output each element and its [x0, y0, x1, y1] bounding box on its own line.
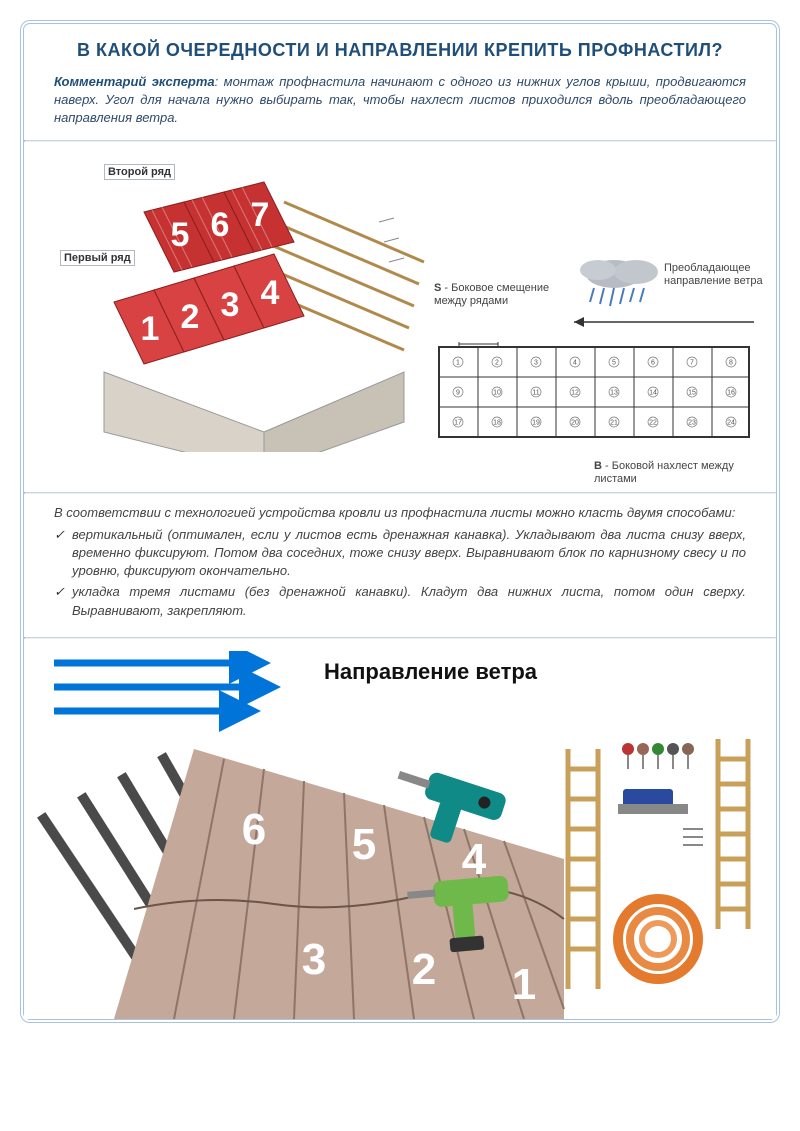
roof-num-6: 6: [242, 805, 266, 854]
roof-num-5: 5: [352, 820, 376, 869]
svg-text:8: 8: [729, 359, 733, 366]
sheet-1: 1: [141, 310, 160, 348]
expert-comment: Комментарий эксперта: монтаж профнастила…: [24, 69, 776, 140]
svg-text:22: 22: [649, 419, 657, 426]
svg-text:24: 24: [727, 419, 735, 426]
sheet-5: 5: [171, 216, 190, 254]
sheet-4: 4: [261, 274, 280, 312]
sheet-7: 7: [251, 196, 270, 234]
svg-text:11: 11: [532, 389, 539, 396]
sheet-6: 6: [211, 206, 230, 244]
page-container: В КАКОЙ ОЧЕРЕДНОСТИ И НАПРАВЛЕНИИ КРЕПИТ…: [20, 20, 780, 1023]
svg-text:18: 18: [493, 419, 501, 426]
svg-text:13: 13: [610, 389, 618, 396]
svg-text:12: 12: [571, 389, 579, 396]
method-item: вертикальный (оптимален, если у листов е…: [54, 526, 746, 581]
svg-text:7: 7: [690, 359, 694, 366]
svg-text:9: 9: [456, 389, 460, 396]
s-label-text: Боковое смещение между рядами: [434, 282, 549, 307]
svg-text:2: 2: [495, 359, 499, 366]
svg-text:21: 21: [610, 419, 618, 426]
svg-text:15: 15: [688, 389, 696, 396]
diagram-installation-order: Второй ряд Первый ряд: [24, 142, 776, 492]
methods-list: вертикальный (оптимален, если у листов е…: [54, 526, 746, 620]
svg-text:20: 20: [571, 419, 579, 426]
svg-text:17: 17: [454, 419, 462, 426]
svg-text:3: 3: [534, 359, 538, 366]
svg-text:19: 19: [532, 419, 540, 426]
b-label-text: Боковой нахлест между листами: [594, 460, 734, 485]
wind-title: Направление ветра: [324, 659, 537, 685]
svg-text:5: 5: [612, 359, 616, 366]
page-title: В КАКОЙ ОЧЕРЕДНОСТИ И НАПРАВЛЕНИИ КРЕПИТ…: [24, 24, 776, 69]
roof-num-3: 3: [302, 935, 326, 984]
svg-text:23: 23: [688, 419, 696, 426]
sheet-2: 2: [181, 298, 200, 336]
b-label: B - Боковой нахлест между листами: [594, 460, 754, 486]
wind-direction-label: Преобладающее направление ветра: [664, 262, 764, 288]
drills-icon: [384, 759, 544, 979]
svg-text:6: 6: [651, 359, 655, 366]
sheet-3: 3: [221, 286, 240, 324]
s-label: S - Боковое смещение между рядами: [434, 282, 554, 308]
tools-icon: [548, 729, 768, 1019]
methods-text: В соответствии с технологией устройства …: [24, 494, 776, 637]
roof-isometric: 5 6 7 1 2 3 4: [84, 172, 444, 452]
svg-text:14: 14: [649, 389, 657, 396]
sheet-grid-schematic: 123456789101112131415161718192021222324: [434, 342, 764, 462]
method-item: укладка тремя листами (без дренажной кан…: [54, 583, 746, 619]
comment-label: Комментарий эксперта: [54, 74, 215, 89]
diagram-wind-direction: Направление ветра: [24, 639, 776, 1019]
svg-text:1: 1: [456, 359, 460, 366]
svg-text:4: 4: [573, 359, 577, 366]
svg-text:10: 10: [493, 389, 501, 396]
svg-text:16: 16: [727, 389, 735, 396]
methods-intro: В соответствии с технологией устройства …: [54, 505, 735, 520]
